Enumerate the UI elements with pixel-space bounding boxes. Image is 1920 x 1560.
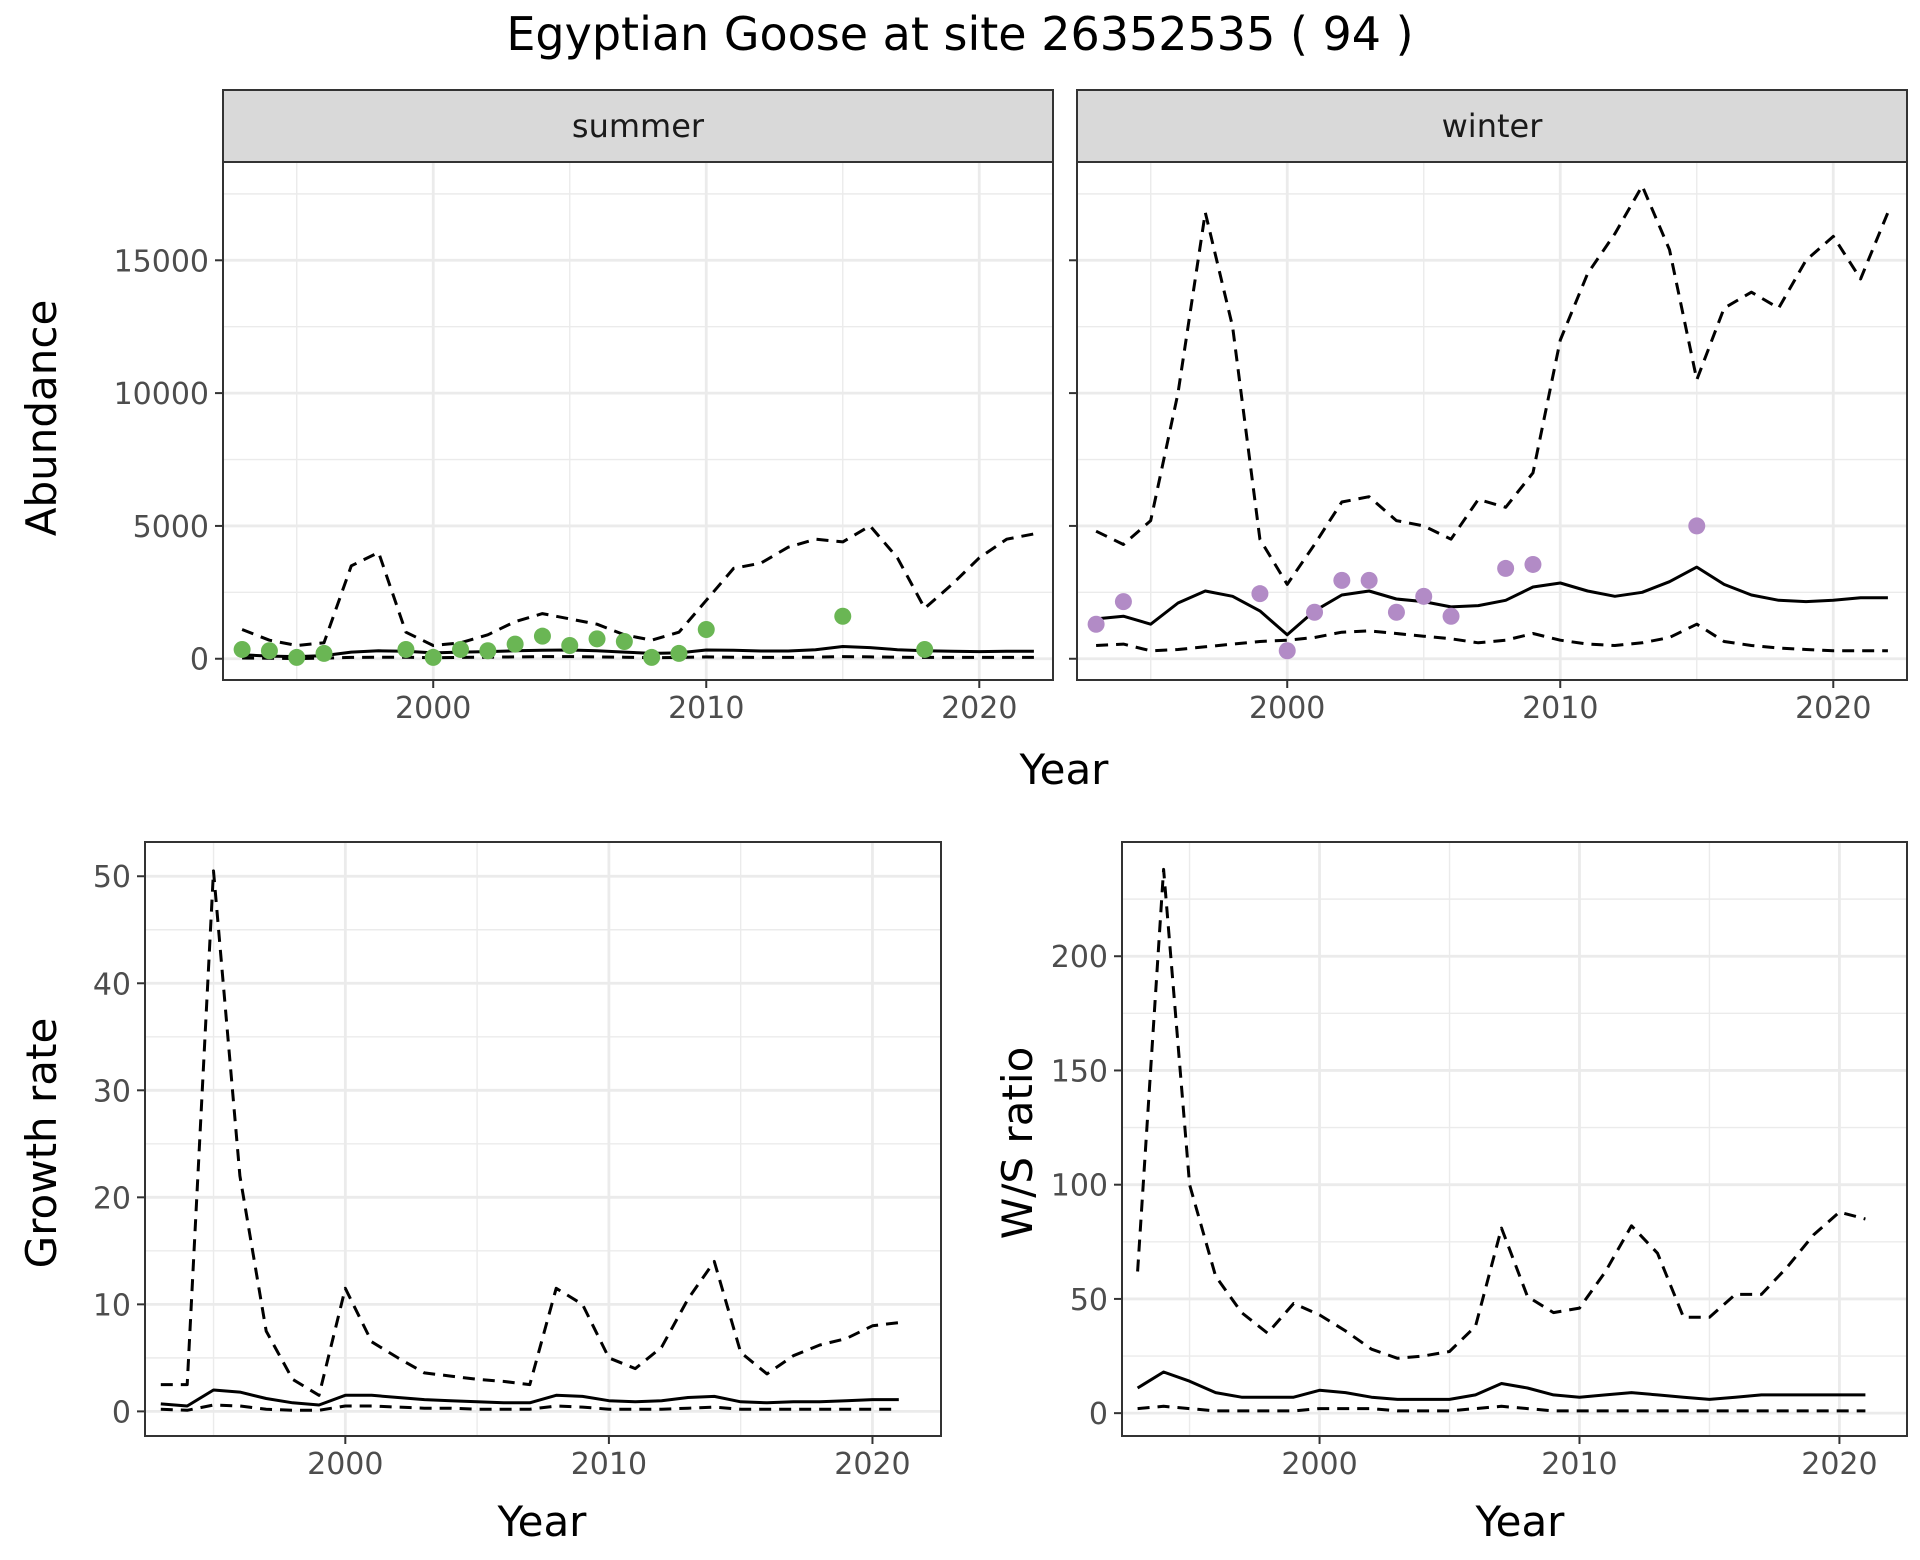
y-tick-label: 100	[1051, 1169, 1108, 1204]
growth-rate-panel: 2000 2010 2020 0 10 20 30 40 50	[93, 841, 942, 1482]
x-tick-label: 2020	[1795, 691, 1871, 726]
solid-estimate-line-0	[1095, 565, 1888, 637]
y-tick-label: 40	[93, 967, 131, 1002]
dashed-bound-line-1	[241, 524, 1035, 647]
summer-panel: summer 2000 2010 2020 0 5000 10000 15000	[114, 89, 1054, 726]
plot-background	[1122, 842, 1907, 1436]
data-point	[1688, 517, 1706, 535]
y-tick-label: 150	[1051, 1054, 1108, 1089]
data-point	[643, 648, 661, 666]
data-point	[1114, 593, 1132, 611]
ws-ratio-panel: 2000 2010 2020 0 50 100 150 200	[1051, 841, 1908, 1482]
panel-border	[1121, 841, 1908, 1437]
growth-x-axis-title: Year	[497, 1497, 588, 1546]
data-point	[533, 627, 551, 645]
data-point	[1087, 615, 1105, 633]
data-point	[1306, 603, 1324, 621]
data-point	[506, 635, 524, 653]
y-tick-label: 10	[93, 1288, 131, 1323]
y-tick-label: 0	[112, 1395, 131, 1430]
data-point	[1278, 642, 1296, 660]
data-point	[1497, 559, 1515, 577]
y-tick-label: 15000	[114, 244, 209, 279]
data-point	[1415, 587, 1433, 605]
data-point	[1387, 603, 1405, 621]
x-tick-label: 2020	[941, 691, 1017, 726]
data-point	[916, 640, 934, 658]
abundance-x-axis-title: Year	[1019, 745, 1110, 794]
data-point	[561, 636, 579, 654]
y-tick-label: 0	[1089, 1397, 1108, 1432]
data-point	[1524, 555, 1542, 573]
x-tick-label: 2010	[1522, 691, 1598, 726]
data-point	[1442, 607, 1460, 625]
data-point	[697, 621, 715, 639]
data-point	[260, 642, 278, 660]
data-point	[452, 640, 470, 658]
solid-estimate-line-0	[242, 645, 1034, 659]
x-tick-label: 2000	[1281, 1447, 1357, 1482]
y-tick-label: 0	[190, 643, 209, 678]
data-point	[288, 648, 306, 666]
data-point	[397, 640, 415, 658]
abundance-y-axis-title: Abundance	[17, 300, 66, 537]
data-point	[479, 642, 497, 660]
chart-title: Egyptian Goose at site 26352535 ( 94 )	[506, 7, 1413, 61]
solid-estimate-line-0	[1136, 1370, 1866, 1401]
panel-border	[144, 841, 942, 1437]
data-point	[315, 644, 333, 662]
plot-background	[145, 842, 941, 1436]
panel-border	[1076, 161, 1908, 681]
data-point	[424, 648, 442, 666]
x-tick-label: 2010	[571, 1447, 647, 1482]
y-tick-label: 10000	[114, 377, 209, 412]
x-tick-label: 2000	[1249, 691, 1325, 726]
panel-border	[222, 161, 1054, 681]
x-tick-label: 2020	[1801, 1447, 1877, 1482]
y-tick-label: 50	[93, 860, 131, 895]
data-point	[1333, 571, 1351, 589]
solid-estimate-line-0	[160, 1388, 899, 1408]
ws-x-axis-title: Year	[1475, 1497, 1566, 1546]
y-tick-label: 20	[93, 1181, 131, 1216]
dashed-bound-line-1	[160, 869, 899, 1397]
data-point	[233, 640, 251, 658]
facet-strip	[222, 89, 1054, 163]
data-point	[1360, 571, 1378, 589]
growth-y-axis-title: Growth rate	[17, 1018, 66, 1269]
winter-panel: winter 2000 2010 2020	[1069, 89, 1908, 726]
y-tick-label: 50	[1070, 1283, 1108, 1318]
x-tick-label: 2000	[395, 691, 471, 726]
facet-strip	[1076, 89, 1908, 163]
data-point	[834, 607, 852, 625]
ws-y-axis-title: W/S ratio	[993, 1047, 1042, 1240]
facet-strip-label: winter	[1442, 107, 1544, 145]
data-point	[588, 630, 606, 648]
dashed-bound-line-2	[160, 1403, 899, 1412]
x-tick-label: 2020	[834, 1447, 910, 1482]
dashed-bound-line-1	[1095, 184, 1890, 586]
y-tick-label: 200	[1051, 940, 1108, 975]
facet-strip-label: summer	[572, 107, 705, 145]
y-tick-label: 30	[93, 1074, 131, 1109]
dashed-bound-line-2	[242, 655, 1034, 660]
x-tick-label: 2010	[668, 691, 744, 726]
data-point	[615, 632, 633, 650]
data-point	[670, 644, 688, 662]
data-point	[1251, 585, 1269, 603]
x-tick-label: 2000	[307, 1447, 383, 1482]
dashed-bound-line-2	[1137, 1404, 1866, 1413]
dashed-bound-line-1	[1136, 867, 1866, 1360]
y-tick-label: 5000	[133, 510, 209, 545]
x-tick-label: 2010	[1541, 1447, 1617, 1482]
plot-background	[223, 162, 1053, 680]
